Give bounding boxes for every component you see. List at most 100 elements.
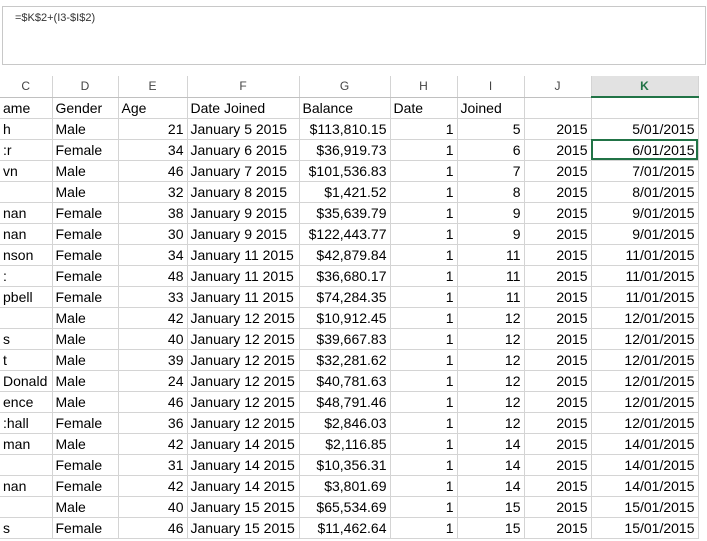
table-cell[interactable]: 2015 bbox=[524, 181, 592, 203]
column-header-j[interactable]: J bbox=[524, 76, 592, 98]
table-cell[interactable]: 38 bbox=[118, 202, 188, 224]
table-cell[interactable]: 2015 bbox=[524, 475, 592, 497]
table-cell[interactable]: 40 bbox=[118, 496, 188, 518]
column-header-k[interactable]: K bbox=[591, 76, 699, 98]
table-cell[interactable]: s bbox=[0, 517, 53, 539]
table-cell[interactable]: 40 bbox=[118, 328, 188, 350]
table-cell[interactable]: 31 bbox=[118, 454, 188, 476]
table-cell[interactable]: $40,781.63 bbox=[299, 370, 391, 392]
table-cell[interactable]: Female bbox=[52, 202, 119, 224]
table-cell[interactable]: 33 bbox=[118, 286, 188, 308]
table-cell[interactable]: Male bbox=[52, 391, 119, 413]
table-cell[interactable]: 32 bbox=[118, 181, 188, 203]
table-cell[interactable]: 11/01/2015 bbox=[591, 265, 699, 287]
table-cell[interactable]: Male bbox=[52, 433, 119, 455]
table-cell[interactable]: 7/01/2015 bbox=[591, 160, 699, 182]
table-cell[interactable]: 2015 bbox=[524, 118, 592, 140]
table-cell[interactable]: $2,846.03 bbox=[299, 412, 391, 434]
table-cell[interactable]: 2015 bbox=[524, 370, 592, 392]
table-cell[interactable]: Female bbox=[52, 265, 119, 287]
table-cell[interactable]: 15/01/2015 bbox=[591, 496, 699, 518]
table-cell[interactable]: 11/01/2015 bbox=[591, 244, 699, 266]
table-cell[interactable]: January 12 2015 bbox=[187, 391, 300, 413]
header-cell[interactable]: Gender bbox=[52, 97, 119, 119]
table-cell[interactable]: ence bbox=[0, 391, 53, 413]
table-cell[interactable]: $10,356.31 bbox=[299, 454, 391, 476]
table-cell[interactable]: 11/01/2015 bbox=[591, 286, 699, 308]
table-cell[interactable]: 48 bbox=[118, 265, 188, 287]
table-cell[interactable]: 1 bbox=[390, 202, 458, 224]
table-cell[interactable]: 11 bbox=[457, 265, 525, 287]
table-cell[interactable]: January 12 2015 bbox=[187, 370, 300, 392]
table-cell[interactable]: 1 bbox=[390, 475, 458, 497]
table-cell[interactable]: vn bbox=[0, 160, 53, 182]
table-cell[interactable]: 11 bbox=[457, 244, 525, 266]
table-cell[interactable]: 42 bbox=[118, 307, 188, 329]
column-header-i[interactable]: I bbox=[457, 76, 525, 98]
table-cell[interactable]: 2015 bbox=[524, 517, 592, 539]
table-cell[interactable]: January 14 2015 bbox=[187, 454, 300, 476]
table-cell[interactable]: 9 bbox=[457, 223, 525, 245]
table-cell[interactable] bbox=[0, 181, 53, 203]
table-cell[interactable]: $3,801.69 bbox=[299, 475, 391, 497]
table-cell[interactable]: 12/01/2015 bbox=[591, 391, 699, 413]
header-cell[interactable]: Balance bbox=[299, 97, 391, 119]
table-cell[interactable]: 14/01/2015 bbox=[591, 454, 699, 476]
table-cell[interactable]: Female bbox=[52, 139, 119, 161]
table-cell[interactable]: January 12 2015 bbox=[187, 412, 300, 434]
table-cell[interactable]: 46 bbox=[118, 391, 188, 413]
table-cell[interactable]: January 5 2015 bbox=[187, 118, 300, 140]
table-cell[interactable]: 12 bbox=[457, 370, 525, 392]
table-cell[interactable]: Donald bbox=[0, 370, 53, 392]
table-cell[interactable] bbox=[0, 454, 53, 476]
table-cell[interactable]: h bbox=[0, 118, 53, 140]
table-cell[interactable]: January 12 2015 bbox=[187, 307, 300, 329]
table-cell[interactable]: 15/01/2015 bbox=[591, 517, 699, 539]
selected-cell[interactable]: 6/01/2015 bbox=[591, 139, 699, 161]
table-cell[interactable]: January 11 2015 bbox=[187, 244, 300, 266]
table-cell[interactable]: 14/01/2015 bbox=[591, 475, 699, 497]
table-cell[interactable]: Female bbox=[52, 286, 119, 308]
table-cell[interactable]: Female bbox=[52, 454, 119, 476]
table-cell[interactable]: $101,536.83 bbox=[299, 160, 391, 182]
table-cell[interactable]: 2015 bbox=[524, 244, 592, 266]
header-cell[interactable]: Date bbox=[390, 97, 458, 119]
table-cell[interactable]: 21 bbox=[118, 118, 188, 140]
table-cell[interactable]: 2015 bbox=[524, 433, 592, 455]
table-cell[interactable]: $74,284.35 bbox=[299, 286, 391, 308]
table-cell[interactable]: 12 bbox=[457, 328, 525, 350]
table-cell[interactable]: 42 bbox=[118, 475, 188, 497]
table-cell[interactable]: Male bbox=[52, 349, 119, 371]
table-cell[interactable]: 1 bbox=[390, 118, 458, 140]
table-cell[interactable]: 46 bbox=[118, 160, 188, 182]
header-cell[interactable] bbox=[591, 97, 699, 119]
table-cell[interactable]: 14 bbox=[457, 433, 525, 455]
table-cell[interactable]: $36,680.17 bbox=[299, 265, 391, 287]
table-cell[interactable]: 1 bbox=[390, 307, 458, 329]
table-cell[interactable]: nan bbox=[0, 223, 53, 245]
header-cell[interactable]: Joined bbox=[457, 97, 525, 119]
table-cell[interactable]: 30 bbox=[118, 223, 188, 245]
table-cell[interactable]: January 14 2015 bbox=[187, 433, 300, 455]
table-cell[interactable]: 2015 bbox=[524, 223, 592, 245]
table-cell[interactable]: January 9 2015 bbox=[187, 223, 300, 245]
formula-bar[interactable]: =$K$2+(I3-$I$2) bbox=[2, 6, 706, 65]
table-cell[interactable]: January 11 2015 bbox=[187, 265, 300, 287]
table-cell[interactable]: 24 bbox=[118, 370, 188, 392]
table-cell[interactable]: Male bbox=[52, 307, 119, 329]
table-cell[interactable]: 5/01/2015 bbox=[591, 118, 699, 140]
table-cell[interactable]: Male bbox=[52, 181, 119, 203]
table-cell[interactable]: January 9 2015 bbox=[187, 202, 300, 224]
table-cell[interactable]: January 12 2015 bbox=[187, 349, 300, 371]
table-cell[interactable]: Female bbox=[52, 475, 119, 497]
table-cell[interactable]: 1 bbox=[390, 244, 458, 266]
table-cell[interactable]: 12/01/2015 bbox=[591, 412, 699, 434]
table-cell[interactable]: 14 bbox=[457, 475, 525, 497]
column-header-g[interactable]: G bbox=[299, 76, 391, 98]
column-header-f[interactable]: F bbox=[187, 76, 300, 98]
table-cell[interactable]: 34 bbox=[118, 139, 188, 161]
table-cell[interactable]: 2015 bbox=[524, 202, 592, 224]
table-cell[interactable]: $39,667.83 bbox=[299, 328, 391, 350]
table-cell[interactable]: man bbox=[0, 433, 53, 455]
